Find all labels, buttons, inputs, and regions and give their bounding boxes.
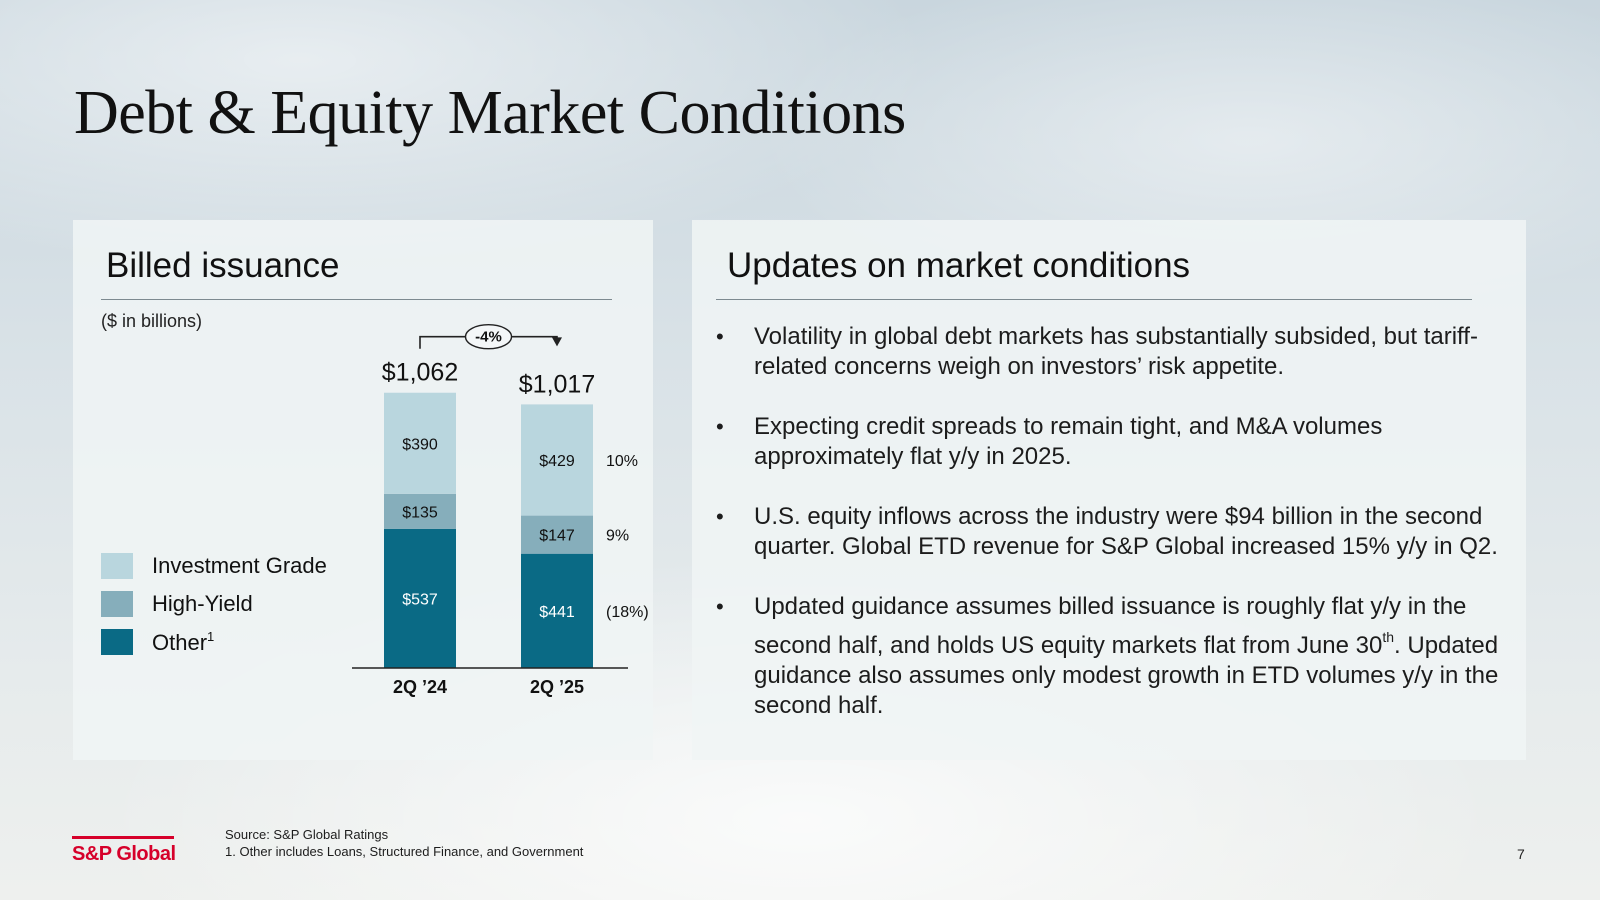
value-label-other: $441 bbox=[539, 604, 575, 621]
legend-label-other: Other1 bbox=[152, 628, 215, 655]
bullet-marker: • bbox=[716, 504, 724, 529]
bullet-marker: • bbox=[716, 594, 724, 619]
legend-label-high-yield: High-Yield bbox=[152, 591, 253, 616]
bullet-text: Expecting credit spreads to remain tight… bbox=[754, 413, 1383, 470]
change-label: (18%) bbox=[606, 604, 649, 621]
billed-issuance-heading: Billed issuance bbox=[106, 246, 340, 285]
legend-label-investment-grade: Investment Grade bbox=[152, 553, 327, 578]
market-updates-panel bbox=[692, 220, 1526, 760]
logo-text: S&P Global bbox=[72, 843, 176, 865]
right-heading-divider bbox=[716, 299, 1472, 300]
bar-segment-investment-grade bbox=[521, 404, 593, 516]
chart-legend: Investment Grade High-Yield Other1 bbox=[101, 547, 327, 661]
value-label-other: $537 bbox=[402, 591, 438, 608]
category-label: 2Q ’25 bbox=[530, 677, 584, 697]
total-change-label: -4% bbox=[475, 329, 502, 346]
legend-swatch-other bbox=[101, 629, 133, 655]
left-heading-divider bbox=[101, 299, 612, 300]
value-label-investment-grade: $390 bbox=[402, 436, 438, 453]
bullet-text: U.S. equity inflows across the industry … bbox=[754, 503, 1498, 560]
bar-segment-other bbox=[521, 553, 593, 668]
legend-item-other: Other1 bbox=[101, 623, 327, 661]
legend-footnote-marker: 1 bbox=[207, 628, 215, 644]
total-label: $1,062 bbox=[382, 359, 458, 387]
bullet-item: • Updated guidance assumes billed issuan… bbox=[714, 592, 1504, 721]
bar-segment-investment-grade bbox=[384, 392, 456, 494]
sp-global-logo: S&P Global bbox=[72, 836, 176, 866]
change-label: 9% bbox=[606, 528, 629, 545]
page-number: 7 bbox=[1517, 846, 1525, 862]
value-label-investment-grade: $429 bbox=[539, 453, 575, 470]
change-label: 10% bbox=[606, 453, 638, 470]
units-label: ($ in billions) bbox=[101, 311, 203, 331]
category-label: 2Q ’24 bbox=[393, 677, 447, 697]
bullet-marker: • bbox=[716, 324, 724, 349]
bullet-item: • U.S. equity inflows across the industr… bbox=[714, 502, 1504, 562]
market-updates-heading: Updates on market conditions bbox=[727, 246, 1191, 285]
bar-segment-high-yield bbox=[384, 493, 456, 529]
legend-item-high-yield: High-Yield bbox=[101, 585, 327, 623]
slide-title: Debt & Equity Market Conditions bbox=[74, 79, 906, 147]
bullet-item: • Expecting credit spreads to remain tig… bbox=[714, 412, 1504, 472]
bullet-item: • Volatility in global debt markets has … bbox=[714, 322, 1504, 382]
footnotes: Source: S&P Global Ratings 1. Other incl… bbox=[225, 826, 583, 860]
bar-segment-other bbox=[384, 528, 456, 668]
legend-swatch-investment-grade bbox=[101, 553, 133, 579]
legend-item-investment-grade: Investment Grade bbox=[101, 547, 327, 585]
bullet-text: Updated guidance assumes billed issuance… bbox=[754, 593, 1499, 719]
change-badge bbox=[464, 324, 513, 350]
bullet-text: Volatility in global debt markets has su… bbox=[754, 323, 1478, 380]
value-label-high-yield: $135 bbox=[402, 504, 438, 521]
value-label-high-yield: $147 bbox=[539, 528, 575, 545]
bullet-marker: • bbox=[716, 414, 724, 439]
bar-segment-high-yield bbox=[521, 515, 593, 554]
footnote-1: 1. Other includes Loans, Structured Fina… bbox=[225, 844, 584, 859]
source-note: Source: S&P Global Ratings bbox=[225, 827, 389, 842]
market-updates-list: • Volatility in global debt markets has … bbox=[714, 322, 1504, 751]
logo-accent-line bbox=[72, 836, 174, 839]
legend-swatch-high-yield bbox=[101, 591, 133, 617]
change-arrow-head bbox=[552, 337, 562, 347]
total-label: $1,017 bbox=[519, 370, 595, 398]
